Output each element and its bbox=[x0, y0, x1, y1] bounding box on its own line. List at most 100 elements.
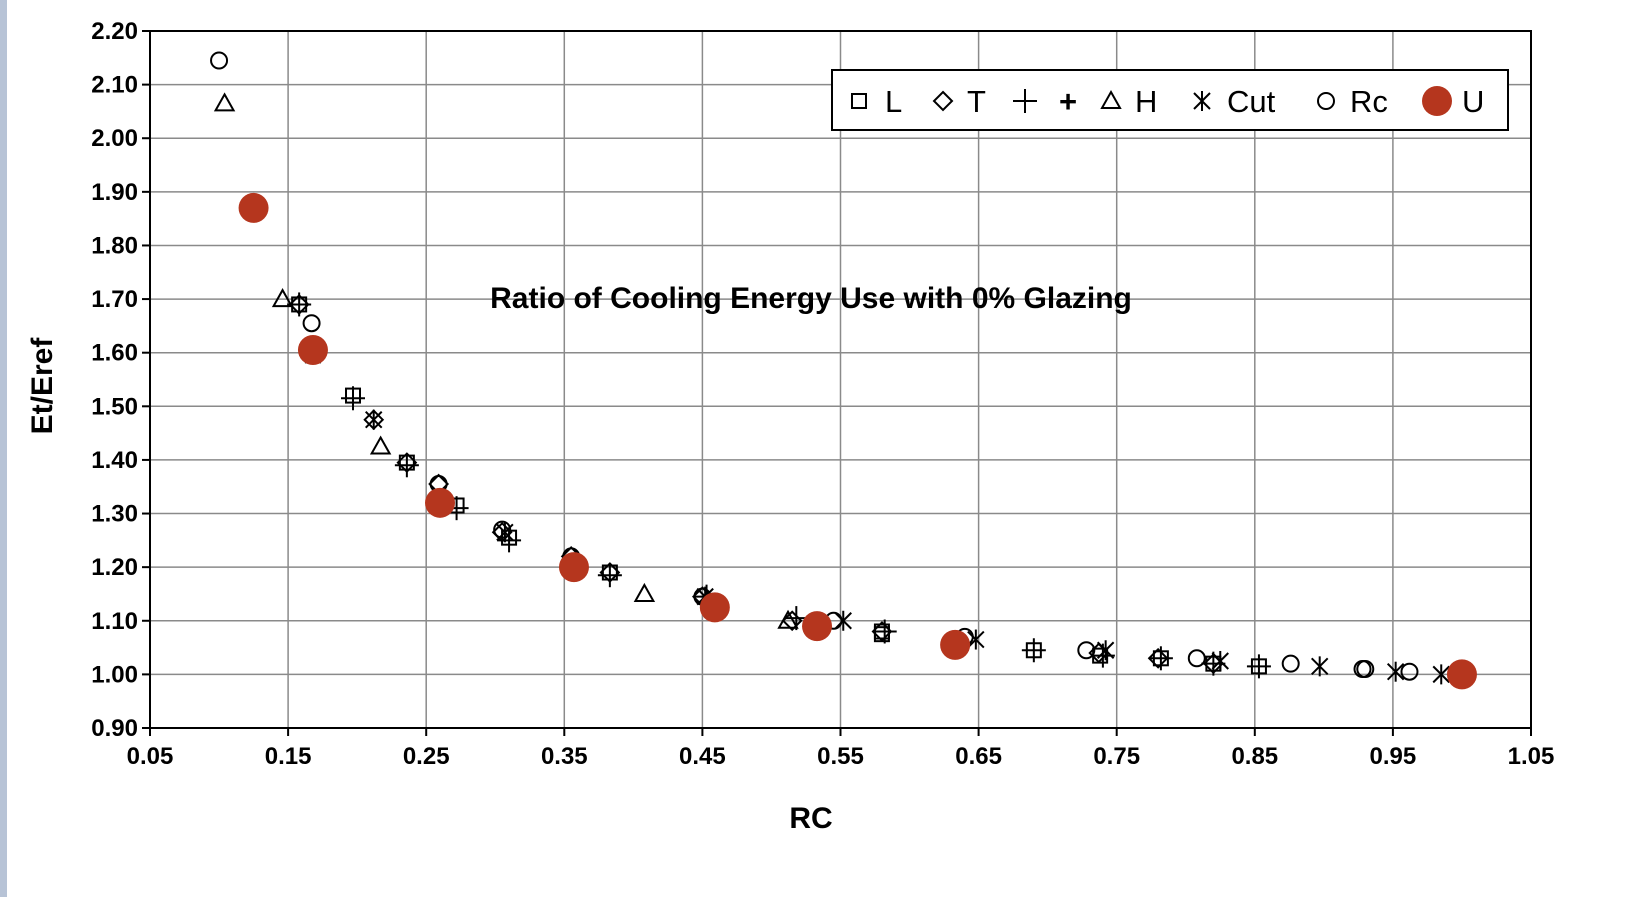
x-tick-label: 1.05 bbox=[1508, 743, 1555, 770]
y-tick-label: 1.00 bbox=[91, 661, 138, 688]
data-point bbox=[940, 629, 971, 660]
legend-marker bbox=[1317, 92, 1335, 110]
data-point bbox=[872, 619, 897, 644]
chart-annotation: Ratio of Cooling Energy Use with 0% Glaz… bbox=[490, 282, 1132, 315]
legend-marker bbox=[932, 90, 954, 112]
legend-marker bbox=[1013, 89, 1037, 113]
data-point bbox=[633, 582, 656, 602]
data-point bbox=[1021, 638, 1046, 663]
legend-marker bbox=[1100, 89, 1122, 109]
series-H bbox=[213, 92, 799, 629]
x-tick-label: 0.75 bbox=[1093, 743, 1140, 770]
series-Rc bbox=[210, 51, 1419, 681]
legend-label: L bbox=[885, 84, 902, 119]
data-point bbox=[1077, 641, 1096, 660]
legend-item-L: L bbox=[851, 84, 902, 119]
data-point bbox=[1386, 661, 1405, 682]
legend-item-Rc: Rc bbox=[1317, 84, 1388, 119]
series-L bbox=[291, 296, 1267, 675]
data-point bbox=[297, 335, 328, 366]
data-point bbox=[967, 629, 985, 650]
data-point bbox=[271, 288, 294, 308]
y-tick-label: 1.50 bbox=[91, 393, 138, 420]
y-tick-label: 1.90 bbox=[91, 179, 138, 206]
x-tick-label: 0.85 bbox=[1231, 743, 1278, 770]
data-point bbox=[834, 610, 852, 631]
y-tick-label: 1.30 bbox=[91, 501, 138, 528]
x-tick-label: 0.25 bbox=[403, 743, 450, 770]
data-point bbox=[210, 51, 229, 70]
x-tick-label: 0.15 bbox=[265, 743, 312, 770]
grid bbox=[142, 30, 1532, 736]
data-point bbox=[777, 609, 799, 629]
legend-item-H: H bbox=[1100, 84, 1157, 119]
data-point bbox=[1356, 660, 1375, 679]
data-point bbox=[871, 621, 893, 642]
data-point bbox=[597, 563, 622, 588]
data-point bbox=[1147, 647, 1169, 669]
y-tick-label: 2.20 bbox=[91, 18, 138, 45]
data-point bbox=[1446, 659, 1477, 690]
chart-frame: 0.05 0.15 0.25 0.35 0.45 0.55 0.65 0.75 0.85 0.95… bbox=[7, 0, 1646, 897]
data-point bbox=[1432, 664, 1450, 685]
data-point bbox=[699, 592, 730, 623]
y-tick-label: 2.10 bbox=[91, 72, 138, 99]
y-tick-label: 1.60 bbox=[91, 340, 138, 367]
data-point bbox=[558, 552, 589, 583]
legend-label: T bbox=[967, 84, 986, 119]
y-tick-label: 1.20 bbox=[91, 554, 138, 581]
data-point bbox=[238, 192, 269, 223]
y-tick-label: 1.40 bbox=[91, 447, 138, 474]
y-tick-label: 1.10 bbox=[91, 608, 138, 635]
data-point bbox=[341, 386, 366, 411]
y-axis-title: Et/Eref bbox=[26, 337, 59, 435]
plot-area-border bbox=[149, 30, 1532, 729]
legend-marker bbox=[851, 93, 867, 109]
x-tick-label: 0.05 bbox=[127, 743, 174, 770]
legend: L T + H Cut Rc U bbox=[831, 69, 1509, 131]
data-point bbox=[1400, 662, 1419, 681]
data-point bbox=[1096, 640, 1115, 661]
data-point bbox=[1187, 649, 1206, 668]
legend-item-U: U bbox=[1422, 84, 1484, 119]
scatter-chart: 0.05 0.15 0.25 0.35 0.45 0.55 0.65 0.75 0.85 0.95… bbox=[26, 18, 1554, 835]
legend-item-Cut: Cut bbox=[1193, 84, 1276, 119]
series-Cut bbox=[365, 409, 1450, 685]
x-tick-label: 0.35 bbox=[541, 743, 588, 770]
data-point bbox=[425, 487, 456, 518]
data-point bbox=[1211, 650, 1229, 671]
data-point bbox=[369, 435, 392, 455]
x-tick-label: 0.45 bbox=[679, 743, 726, 770]
tick-labels: 0.05 0.15 0.25 0.35 0.45 0.55 0.65 0.75 0.85 0.95… bbox=[91, 18, 1554, 770]
legend-marker bbox=[1422, 86, 1452, 116]
x-tick-label: 0.95 bbox=[1370, 743, 1417, 770]
y-tick-label: 1.80 bbox=[91, 232, 138, 259]
legend-label: H bbox=[1135, 84, 1157, 119]
legend-marker bbox=[1193, 91, 1211, 111]
data-point bbox=[802, 611, 833, 642]
series-U bbox=[238, 192, 1477, 690]
data-point bbox=[1148, 646, 1173, 671]
legend-label: U bbox=[1462, 84, 1484, 119]
legend-item-T: T bbox=[932, 84, 986, 119]
data-point bbox=[394, 453, 419, 478]
y-tick-label: 0.90 bbox=[91, 715, 138, 742]
data-point bbox=[493, 520, 512, 539]
x-tick-label: 0.55 bbox=[817, 743, 864, 770]
y-tick-label: 2.00 bbox=[91, 125, 138, 152]
data-point bbox=[1281, 654, 1300, 673]
x-axis-title: RC bbox=[789, 802, 832, 835]
legend-label: Rc bbox=[1350, 84, 1388, 119]
x-tick-label: 0.65 bbox=[955, 743, 1002, 770]
data-point bbox=[1310, 656, 1329, 677]
data-point bbox=[213, 92, 236, 112]
legend-box bbox=[831, 69, 1509, 131]
data-points bbox=[210, 51, 1477, 690]
data-point bbox=[302, 314, 321, 333]
legend-label: Cut bbox=[1227, 84, 1276, 119]
data-point bbox=[1201, 651, 1226, 676]
data-point bbox=[365, 409, 383, 430]
data-point bbox=[1246, 654, 1271, 679]
legend-label: + bbox=[1059, 84, 1077, 119]
y-tick-label: 1.70 bbox=[91, 286, 138, 313]
